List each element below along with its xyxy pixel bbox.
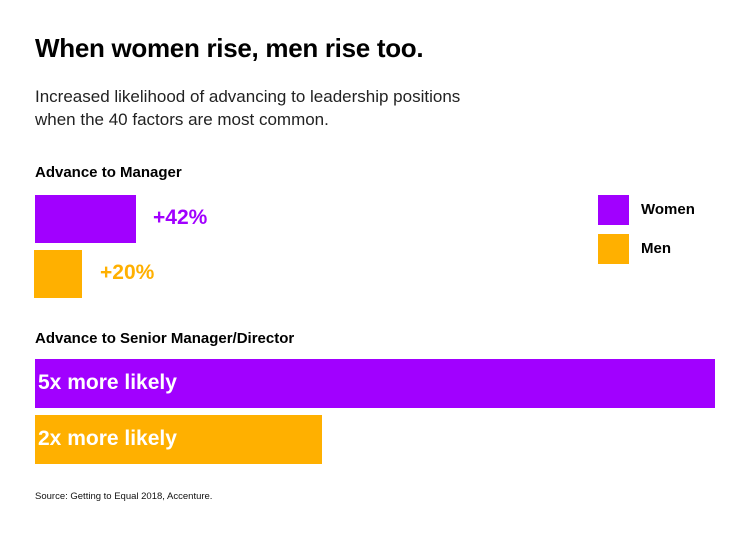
legend-label-women: Women	[641, 201, 695, 218]
data-label-women: +42%	[153, 206, 208, 229]
data-label-men: 2x more likely	[38, 427, 177, 450]
bar-men	[35, 415, 322, 464]
source-note: Source: Getting to Equal 2018, Accenture…	[35, 491, 213, 502]
data-label-women: 5x more likely	[38, 371, 177, 394]
legend-swatch-women	[598, 195, 629, 225]
chart-title: When women rise, men rise too.	[35, 33, 424, 63]
chart-subtitle: Increased likelihood of advancing to lea…	[35, 87, 461, 129]
bar-women	[35, 195, 136, 243]
section-title-manager: Advance to Manager	[35, 164, 182, 181]
data-label-men: +20%	[100, 261, 155, 284]
bar-men	[34, 250, 82, 298]
legend-label-men: Men	[641, 240, 671, 257]
bar-women	[35, 359, 715, 408]
legend-swatch-men	[598, 234, 629, 264]
section-title-senior: Advance to Senior Manager/Director	[35, 330, 295, 347]
